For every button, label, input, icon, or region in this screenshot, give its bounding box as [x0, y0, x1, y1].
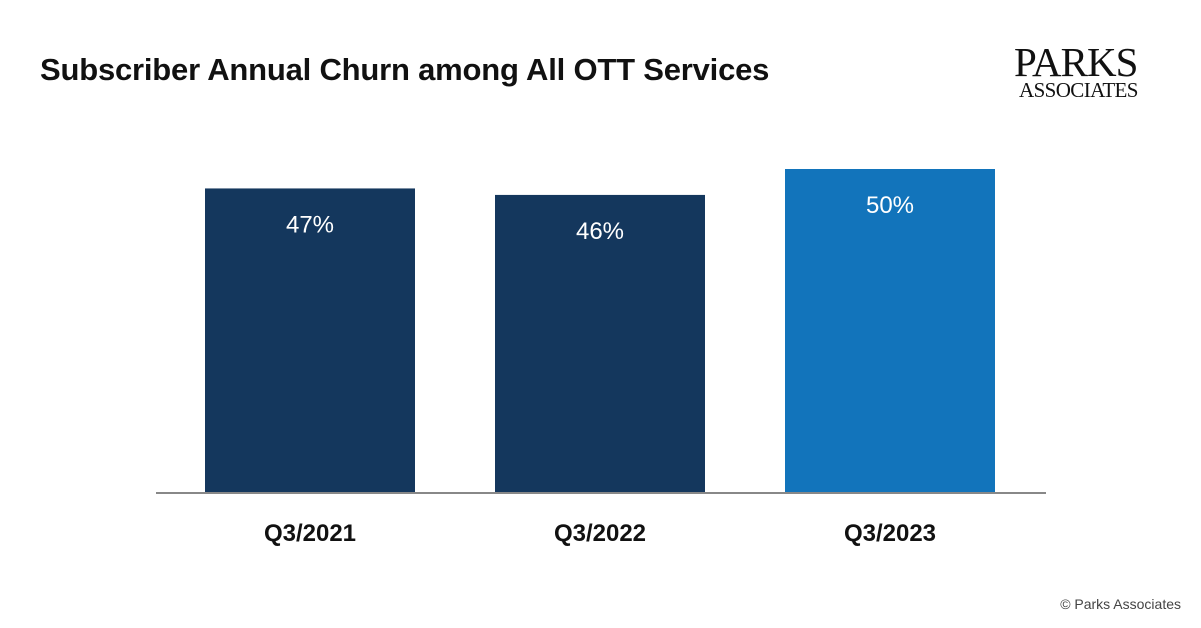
bars-group	[205, 169, 995, 494]
chart-title: Subscriber Annual Churn among All OTT Se…	[40, 52, 770, 87]
logo-line-1: PARKS	[1014, 39, 1138, 85]
bar-q3-2022	[495, 194, 705, 494]
category-labels-group: Q3/2021 Q3/2022 Q3/2023	[264, 520, 936, 547]
bar-q3-2021	[205, 188, 415, 493]
data-label: 47%	[286, 211, 334, 238]
copyright-notice: © Parks Associates	[1060, 596, 1181, 612]
category-label: Q3/2021	[264, 520, 356, 547]
data-label: 46%	[576, 218, 624, 245]
data-labels-group: 47% 46% 50%	[286, 192, 914, 245]
logo-line-2: ASSOCIATES	[1019, 78, 1138, 102]
bar-q3-2023	[785, 169, 995, 493]
category-label: Q3/2023	[844, 520, 936, 547]
parks-associates-logo: PARKS ASSOCIATES	[1014, 40, 1160, 104]
data-label: 50%	[866, 192, 914, 219]
category-label: Q3/2022	[554, 520, 646, 547]
